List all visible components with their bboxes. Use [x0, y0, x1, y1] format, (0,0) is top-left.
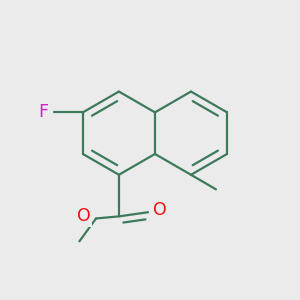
- Text: F: F: [38, 103, 49, 122]
- Text: O: O: [77, 208, 91, 226]
- Text: O: O: [153, 201, 167, 219]
